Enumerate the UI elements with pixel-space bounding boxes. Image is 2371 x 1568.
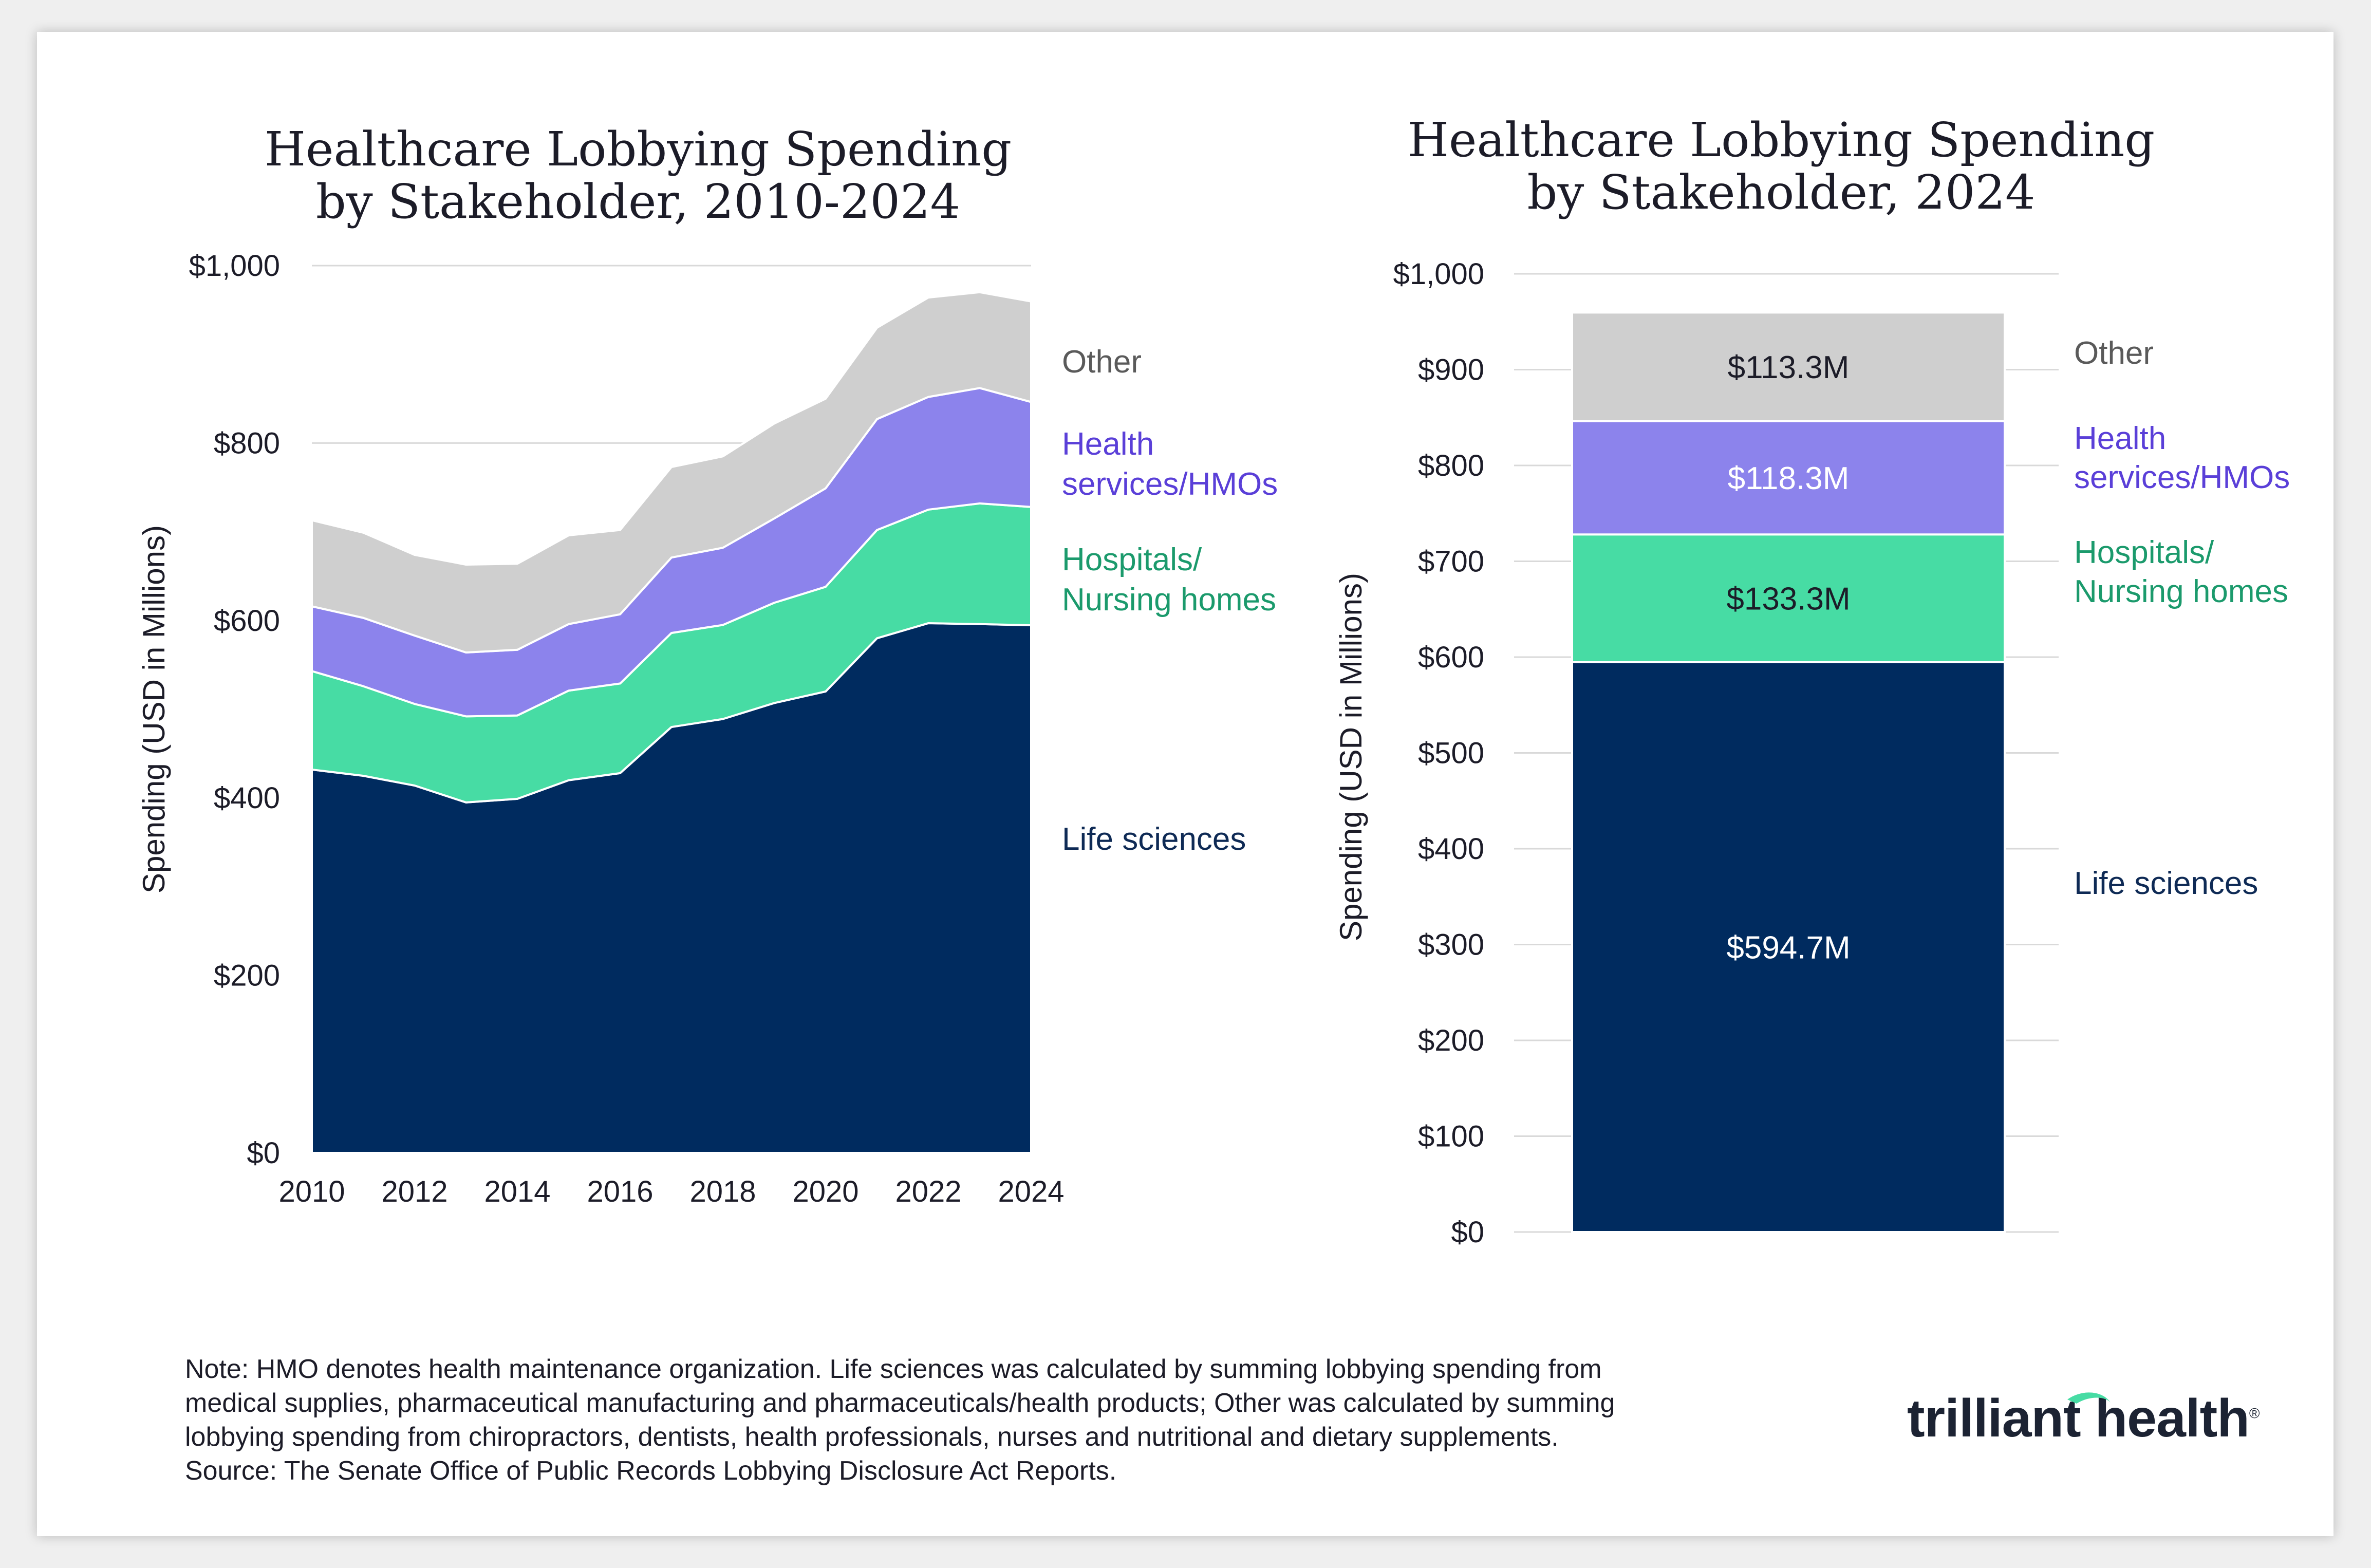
- bar-segment-health_services: [1571, 420, 2006, 536]
- trilliant-health-logo: trilliant health®: [1907, 1388, 2277, 1450]
- bar-segment-life_sciences: [1571, 661, 2006, 1233]
- bar-y-tick-label: $500: [1418, 737, 1484, 770]
- bar-y-tick-label: $700: [1418, 545, 1484, 578]
- area-x-tick-label: 2012: [381, 1175, 447, 1208]
- area-x-tick-label: 2014: [484, 1175, 550, 1208]
- area-legend-life_sciences: Life sciences: [1062, 822, 1246, 857]
- area-y-tick-label: $200: [214, 959, 280, 993]
- area-chart-title-line-2: by Stakeholder, 2010-2024: [316, 174, 960, 229]
- bar-legend-health_services: Health: [2074, 421, 2166, 456]
- bar-chart-title-line-2: by Stakeholder, 2024: [1527, 165, 2035, 220]
- area-y-tick-label: $0: [247, 1136, 280, 1170]
- bar-y-tick-label: $600: [1418, 641, 1484, 674]
- footnote: Note: HMO denotes health maintenance org…: [185, 1352, 1803, 1488]
- area-chart-title-line-1: Healthcare Lobbying Spending: [265, 122, 1012, 177]
- area-x-tick-label: 2016: [587, 1175, 653, 1208]
- bar-y-tick-label: $400: [1418, 832, 1484, 866]
- bar-y-tick-label: $900: [1418, 353, 1484, 387]
- area-legend-health_services: services/HMOs: [1062, 466, 1278, 502]
- bar-legend-health_services: services/HMOs: [2074, 460, 2290, 495]
- area-legend-health_services: Health: [1062, 426, 1154, 462]
- bar-value-label-other: $113.3M: [1728, 350, 1850, 385]
- footnote-line-2: medical supplies, pharmaceutical manufac…: [185, 1388, 1615, 1418]
- bar-legend-hospitals: Nursing homes: [2074, 574, 2288, 609]
- bar-y-tick-label: $0: [1451, 1216, 1484, 1249]
- bar-y-tick-label: $100: [1418, 1120, 1484, 1153]
- bar-y-tick-label: $800: [1418, 449, 1484, 482]
- bar-y-tick-label: $1,000: [1393, 257, 1484, 291]
- bar-value-label-health_services: $118.3M: [1728, 461, 1850, 496]
- bar-y-axis-title: Spending (USD in Millions): [1334, 573, 1368, 941]
- area-x-tick-label: 2022: [895, 1175, 961, 1208]
- area-y-tick-label: $600: [214, 604, 280, 638]
- footnote-line-4: Source: The Senate Office of Public Reco…: [185, 1456, 1117, 1486]
- area-y-axis-title: Spending (USD in Millions): [137, 525, 171, 893]
- area-y-tick-label: $400: [214, 781, 280, 815]
- area-y-tick-label: $1,000: [189, 249, 280, 283]
- bar-segment-hospitals: [1571, 533, 2006, 663]
- area-x-tick-label: 2018: [689, 1175, 756, 1208]
- bar-y-tick-label: $300: [1418, 928, 1484, 962]
- bar-chart-title-line-1: Healthcare Lobbying Spending: [1408, 113, 2155, 167]
- bar-legend-hospitals: Hospitals/: [2074, 535, 2214, 570]
- area-legend-hospitals: Nursing homes: [1062, 582, 1276, 618]
- logo-swoosh-icon: [2067, 1392, 2111, 1404]
- area-y-tick-label: $800: [214, 426, 280, 460]
- area-legend-other: Other: [1062, 344, 1142, 380]
- area-series-other: [311, 291, 1032, 654]
- area-legend-hospitals: Hospitals/: [1062, 542, 1202, 577]
- bar-value-label-life_sciences: $594.7M: [1726, 930, 1850, 965]
- footnote-line-1: Note: HMO denotes health maintenance org…: [185, 1354, 1602, 1384]
- area-x-tick-label: 2010: [278, 1175, 345, 1208]
- bar-y-tick-label: $200: [1418, 1024, 1484, 1057]
- footnote-line-3: lobbying spending from chiropractors, de…: [185, 1422, 1559, 1452]
- bar-legend-other: Other: [2074, 335, 2154, 371]
- logo-registered-mark: ®: [2249, 1405, 2260, 1422]
- bar-value-label-hospitals: $133.3M: [1726, 582, 1850, 617]
- bar-legend-life_sciences: Life sciences: [2074, 866, 2258, 901]
- area-x-tick-label: 2024: [998, 1175, 1064, 1208]
- area-x-tick-label: 2020: [792, 1175, 858, 1208]
- infographic-card: Healthcare Lobbying Spending by Stakehold…: [37, 32, 2333, 1536]
- bar-segment-other: [1571, 311, 2006, 422]
